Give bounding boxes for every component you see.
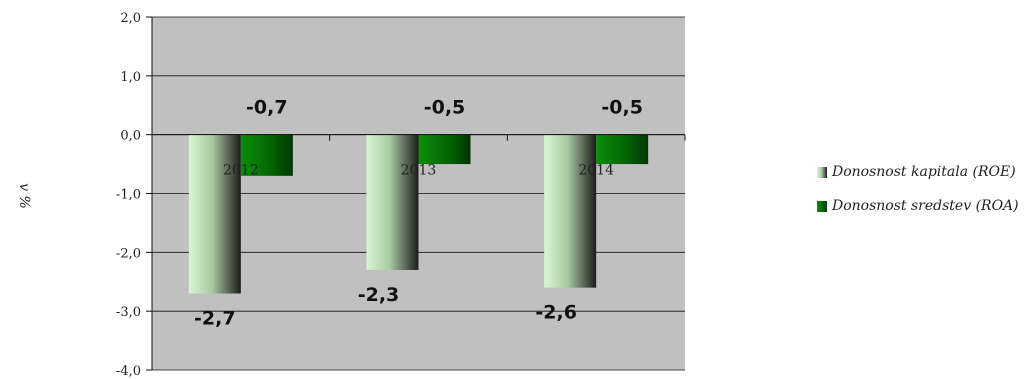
bar-roe — [188, 134, 241, 294]
bar-roe — [366, 134, 419, 270]
legend-swatch-roe — [817, 166, 827, 178]
legend-label-roa: Donosnost sredstev (ROA) — [832, 198, 1019, 214]
legend-label-roe: Donosnost kapitala (ROE) — [832, 164, 1016, 180]
data-label: -2,3 — [358, 284, 400, 306]
legend-item-roa: Donosnost sredstev (ROA) — [817, 196, 1019, 216]
data-label: -0,5 — [424, 97, 466, 119]
legend: Donosnost kapitala (ROE) Donosnost sreds… — [817, 162, 1019, 230]
y-axis-label: v % — [16, 183, 32, 209]
y-tick-label: -4,0 — [116, 364, 141, 379]
data-label: -2,6 — [535, 302, 577, 324]
bar-roa — [418, 134, 471, 165]
x-tick-label: 2014 — [578, 163, 614, 179]
y-tick-label: 0,0 — [120, 129, 141, 144]
data-label: -0,7 — [246, 97, 288, 119]
y-tick-label: 2,0 — [120, 11, 141, 26]
bar-roa — [596, 134, 649, 165]
x-tick-label: 2012 — [223, 163, 259, 179]
data-label: -2,7 — [194, 308, 236, 330]
bar-roe — [544, 134, 597, 288]
data-label: -0,5 — [601, 97, 643, 119]
y-tick-label: -1,0 — [116, 188, 141, 203]
y-tick-label: 1,0 — [120, 70, 141, 85]
legend-swatch-roa — [817, 200, 827, 212]
y-tick-label: -3,0 — [116, 305, 141, 320]
legend-item-roe: Donosnost kapitala (ROE) — [817, 162, 1019, 182]
y-tick-label: -2,0 — [116, 246, 141, 261]
x-tick-label: 2013 — [401, 163, 437, 179]
bar-roa — [240, 134, 293, 176]
